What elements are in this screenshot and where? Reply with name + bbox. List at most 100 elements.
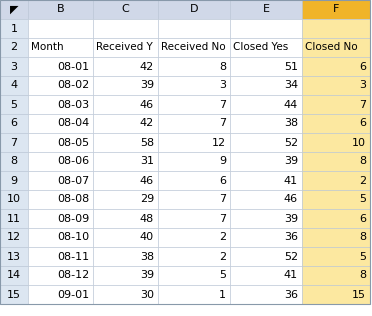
Text: 8: 8 xyxy=(359,233,366,242)
Bar xyxy=(158,171,230,190)
Bar xyxy=(93,266,158,285)
Bar xyxy=(230,95,302,114)
Text: 08-07: 08-07 xyxy=(57,175,89,185)
Text: 38: 38 xyxy=(140,252,154,262)
Bar xyxy=(158,76,230,95)
Text: 13: 13 xyxy=(7,252,21,262)
Bar xyxy=(230,19,302,38)
Bar xyxy=(158,266,230,285)
Bar xyxy=(0,266,28,285)
Bar xyxy=(93,228,158,247)
Text: 09-01: 09-01 xyxy=(57,289,89,300)
Bar xyxy=(93,57,158,76)
Text: 46: 46 xyxy=(140,175,154,185)
Bar xyxy=(230,171,302,190)
Bar xyxy=(230,57,302,76)
Text: 14: 14 xyxy=(7,270,21,281)
Bar xyxy=(158,209,230,228)
Bar xyxy=(158,114,230,133)
Bar xyxy=(158,19,230,38)
Text: 10: 10 xyxy=(7,195,21,204)
Text: 5: 5 xyxy=(359,195,366,204)
Text: 3: 3 xyxy=(10,62,17,71)
Text: 11: 11 xyxy=(7,214,21,223)
Text: 8: 8 xyxy=(10,156,17,167)
Bar xyxy=(230,247,302,266)
Text: 7: 7 xyxy=(219,214,226,223)
Bar xyxy=(93,152,158,171)
Bar xyxy=(230,266,302,285)
Bar xyxy=(0,114,28,133)
Text: 52: 52 xyxy=(284,137,298,148)
Text: 2: 2 xyxy=(359,175,366,185)
Text: 8: 8 xyxy=(359,270,366,281)
Bar xyxy=(28,95,93,114)
Bar xyxy=(230,228,302,247)
Text: 08-12: 08-12 xyxy=(57,270,89,281)
Bar xyxy=(230,285,302,304)
Bar xyxy=(302,171,370,190)
Text: Received Y: Received Y xyxy=(96,42,153,52)
Text: 46: 46 xyxy=(284,195,298,204)
Bar xyxy=(0,228,28,247)
Bar xyxy=(0,285,28,304)
Text: 15: 15 xyxy=(352,289,366,300)
Bar xyxy=(28,76,93,95)
Bar xyxy=(230,114,302,133)
Bar xyxy=(302,285,370,304)
Bar xyxy=(302,228,370,247)
Bar xyxy=(302,0,370,19)
Text: 52: 52 xyxy=(284,252,298,262)
Bar xyxy=(0,57,28,76)
Bar xyxy=(0,95,28,114)
Bar xyxy=(93,247,158,266)
Bar xyxy=(28,285,93,304)
Text: 5: 5 xyxy=(10,100,17,110)
Text: 36: 36 xyxy=(284,233,298,242)
Bar xyxy=(0,152,28,171)
Text: 58: 58 xyxy=(140,137,154,148)
Text: 08-03: 08-03 xyxy=(57,100,89,110)
Bar xyxy=(28,19,93,38)
Bar xyxy=(230,209,302,228)
Bar xyxy=(302,38,370,57)
Text: 46: 46 xyxy=(140,100,154,110)
Text: 2: 2 xyxy=(219,252,226,262)
Bar xyxy=(93,38,158,57)
Text: C: C xyxy=(122,4,129,15)
Bar xyxy=(28,209,93,228)
Text: 8: 8 xyxy=(359,156,366,167)
Bar xyxy=(230,133,302,152)
Text: 39: 39 xyxy=(284,156,298,167)
Text: 7: 7 xyxy=(359,100,366,110)
Text: ◤: ◤ xyxy=(10,4,18,15)
Bar xyxy=(93,0,158,19)
Text: 4: 4 xyxy=(10,81,17,90)
Text: 36: 36 xyxy=(284,289,298,300)
Text: 38: 38 xyxy=(284,118,298,129)
Text: Received No: Received No xyxy=(161,42,226,52)
Bar xyxy=(230,38,302,57)
Bar xyxy=(230,76,302,95)
Text: 44: 44 xyxy=(284,100,298,110)
Bar xyxy=(158,133,230,152)
Bar xyxy=(93,209,158,228)
Text: 08-05: 08-05 xyxy=(57,137,89,148)
Text: 1: 1 xyxy=(10,23,17,33)
Text: 6: 6 xyxy=(359,214,366,223)
Text: 40: 40 xyxy=(140,233,154,242)
Text: 3: 3 xyxy=(219,81,226,90)
Text: 08-01: 08-01 xyxy=(57,62,89,71)
Bar xyxy=(28,247,93,266)
Bar xyxy=(302,266,370,285)
Bar xyxy=(28,190,93,209)
Bar xyxy=(0,190,28,209)
Text: 34: 34 xyxy=(284,81,298,90)
Text: 15: 15 xyxy=(7,289,21,300)
Text: Closed Yes: Closed Yes xyxy=(233,42,288,52)
Bar xyxy=(230,152,302,171)
Bar xyxy=(158,228,230,247)
Text: 30: 30 xyxy=(140,289,154,300)
Text: 08-04: 08-04 xyxy=(57,118,89,129)
Bar xyxy=(158,247,230,266)
